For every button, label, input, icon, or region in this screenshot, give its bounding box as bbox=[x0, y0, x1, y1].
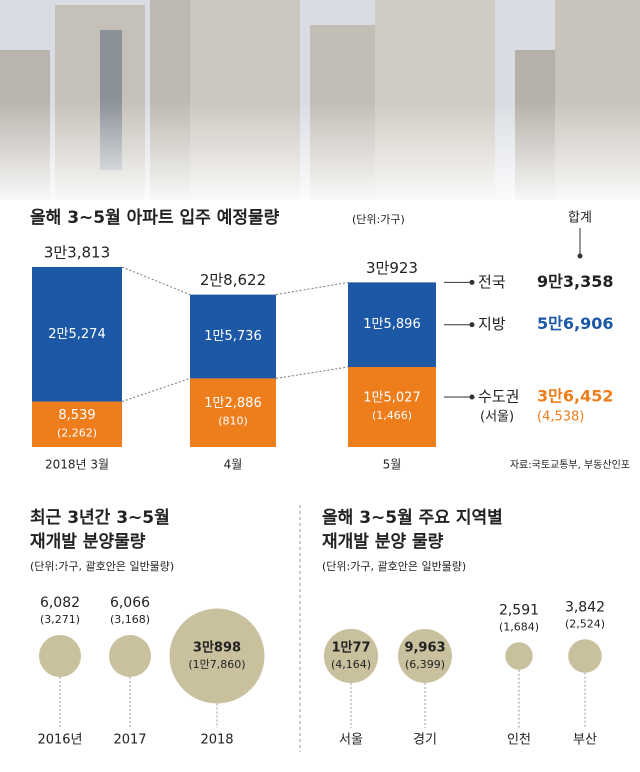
total-heading: 합계 bbox=[568, 211, 592, 226]
legend-name: 수도권 bbox=[478, 388, 519, 406]
general-value-label: (1만7,860) bbox=[188, 658, 245, 671]
legend-sub-name: (서울) bbox=[480, 410, 514, 425]
legend-name: 지방 bbox=[478, 315, 506, 333]
x-tick-label: 5월 bbox=[383, 458, 402, 472]
value-label: 1만5,027 bbox=[363, 391, 420, 406]
value-label: 3,842 bbox=[565, 599, 605, 615]
bar-segment bbox=[190, 378, 276, 447]
legend-total: 5만6,906 bbox=[537, 314, 613, 333]
x-tick-label: 인천 bbox=[507, 733, 531, 748]
chart-title: 최근 3년간 3~5월 bbox=[30, 508, 170, 528]
pointer-dot bbox=[577, 253, 583, 259]
general-value-label: (3,168) bbox=[110, 613, 150, 626]
bubble bbox=[323, 628, 379, 684]
bubble bbox=[398, 629, 452, 683]
x-tick-label: 부산 bbox=[573, 733, 597, 748]
bubble bbox=[38, 634, 82, 678]
bar-segment bbox=[348, 282, 436, 368]
value-label: 9,963 bbox=[404, 641, 445, 656]
x-tick-label: 2018년 3월 bbox=[45, 458, 109, 472]
x-tick-label: 2018 bbox=[200, 733, 233, 748]
pointer-dot bbox=[469, 394, 475, 400]
background-buildings bbox=[0, 0, 640, 210]
bubble bbox=[568, 639, 602, 673]
legend-sub-total: (4,538) bbox=[537, 410, 584, 425]
chart-title: 올해 3~5월 아파트 입주 예정물량 bbox=[30, 208, 280, 228]
bar-segment bbox=[190, 294, 276, 379]
legend-total: 3만6,452 bbox=[537, 387, 613, 406]
total-label: 2만8,622 bbox=[200, 271, 266, 289]
connector bbox=[121, 377, 191, 403]
value-label: 6,082 bbox=[40, 595, 80, 611]
source: 자료:국토교통부, 부동산인포 bbox=[510, 459, 630, 471]
legend-total: 9만3,358 bbox=[537, 272, 613, 291]
general-value-label: (1,684) bbox=[499, 620, 539, 633]
value-label: 1만5,896 bbox=[363, 317, 420, 332]
connector bbox=[275, 281, 349, 296]
pointer-dot bbox=[469, 322, 475, 328]
general-value-label: (6,399) bbox=[405, 658, 445, 671]
bubble bbox=[108, 634, 152, 678]
x-tick-label: 4월 bbox=[224, 458, 243, 472]
general-value-label: (3,271) bbox=[40, 613, 80, 626]
value-label: 3만898 bbox=[193, 640, 241, 656]
bar-segment bbox=[348, 367, 436, 447]
x-tick-label: 서울 bbox=[339, 733, 363, 748]
value-label: 2,591 bbox=[499, 602, 539, 618]
pointer-dot bbox=[469, 279, 475, 285]
bar-segment bbox=[32, 267, 122, 402]
unit: (단위:가구) bbox=[352, 213, 405, 226]
sub-value-label: (2,262) bbox=[57, 426, 97, 439]
note: (단위:가구, 괄호안은 일반물량) bbox=[322, 559, 466, 573]
chart-title: 올해 3~5월 주요 지역별 bbox=[322, 508, 503, 528]
value-label: 1만5,736 bbox=[204, 329, 261, 344]
x-tick-label: 2016년 bbox=[37, 733, 82, 748]
value-label: 2만5,274 bbox=[48, 327, 105, 342]
general-value-label: (2,524) bbox=[565, 617, 605, 630]
chart-title: 재개발 분양 물량 bbox=[322, 532, 444, 552]
bubble bbox=[169, 608, 265, 704]
value-label: 6,066 bbox=[110, 595, 150, 611]
value-label: 8,539 bbox=[58, 408, 95, 423]
connector bbox=[121, 266, 191, 296]
bar-segment bbox=[32, 401, 122, 447]
value-label: 1만2,886 bbox=[204, 396, 261, 411]
legend-name: 전국 bbox=[478, 273, 506, 291]
sub-value-label: (810) bbox=[218, 415, 248, 428]
connector bbox=[275, 366, 349, 379]
value-label: 1만77 bbox=[331, 640, 370, 656]
chart-title: 재개발 분양물량 bbox=[30, 532, 146, 552]
x-tick-label: 2017 bbox=[113, 733, 146, 748]
total-label: 3만3,813 bbox=[44, 244, 110, 262]
x-tick-label: 경기 bbox=[413, 733, 437, 748]
bubble bbox=[505, 642, 533, 670]
note: (단위:가구, 괄호안은 일반물량) bbox=[30, 559, 174, 573]
general-value-label: (4,164) bbox=[331, 658, 371, 671]
total-label: 3만923 bbox=[366, 259, 418, 277]
sub-value-label: (1,466) bbox=[372, 409, 412, 422]
